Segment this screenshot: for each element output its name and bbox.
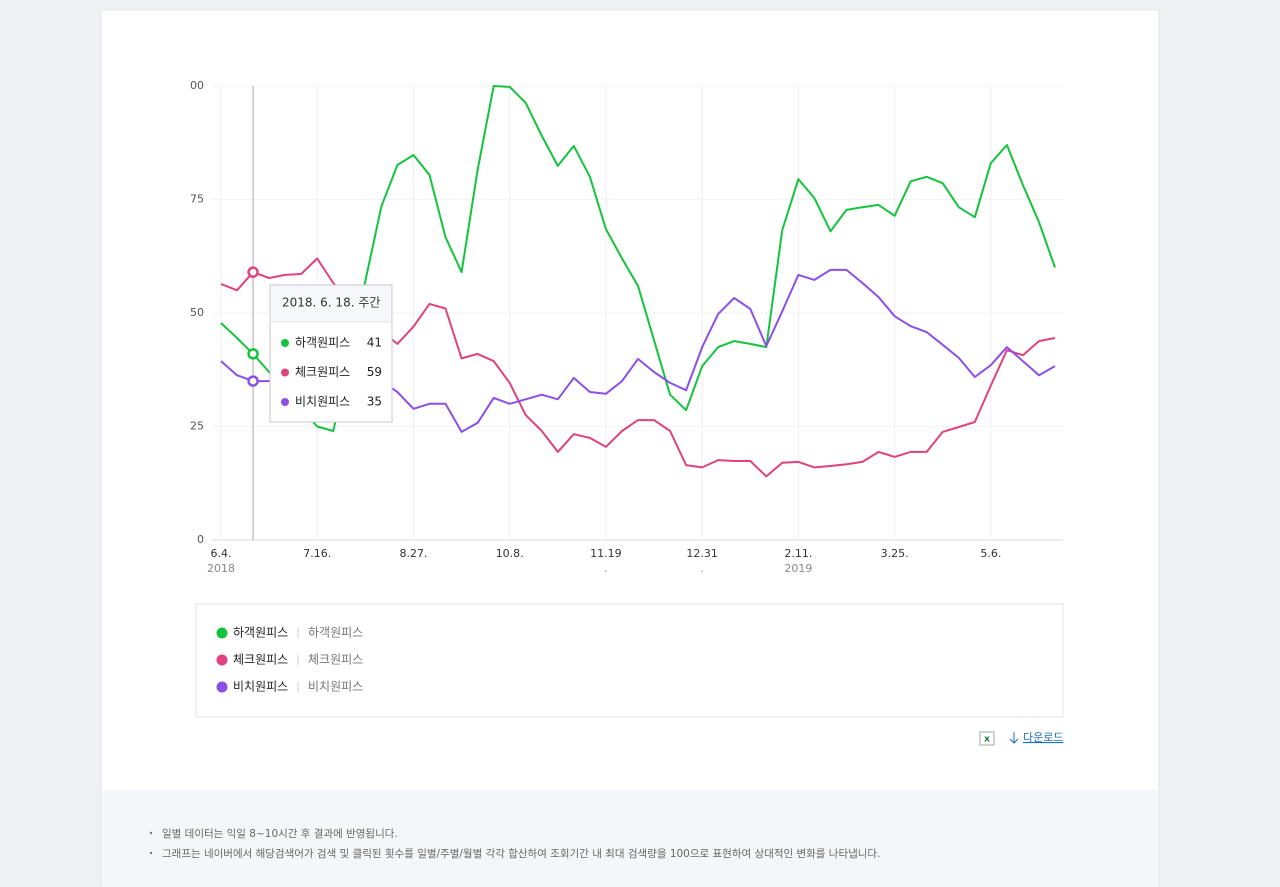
download-link[interactable]: 다운로드 xyxy=(1023,731,1063,744)
x-tick-label: 2.11. xyxy=(784,547,812,560)
x-tick-sublabel: 2018 xyxy=(207,562,235,575)
legend-name: 체크원피스 xyxy=(233,653,288,667)
y-tick-label: 25 xyxy=(190,420,204,433)
hover-marker xyxy=(247,375,259,387)
tooltip-title: 2018. 6. 18. 주간 xyxy=(282,296,380,310)
legend-dot xyxy=(216,654,228,666)
x-tick-label: 8.27. xyxy=(399,547,427,560)
hover-marker xyxy=(247,266,259,278)
legend-dot xyxy=(216,627,228,639)
y-tick-label: 0 xyxy=(197,533,204,546)
note: 그래프는 네이버에서 해당검색어가 검색 및 클릭된 횟수를 일별/주별/월별 … xyxy=(162,847,880,860)
x-tick-label: 3.25. xyxy=(881,547,909,560)
excel-icon-frame xyxy=(979,731,995,746)
hover-marker xyxy=(247,348,259,360)
legend-box xyxy=(195,603,1064,718)
tooltip-name: 체크원피스 xyxy=(295,365,350,379)
x-tick-label: 6.4. xyxy=(211,547,232,560)
tooltip-value: 59 xyxy=(367,365,382,379)
panel xyxy=(100,9,1160,887)
y-tick-label: 75 xyxy=(190,193,204,206)
tooltip-value: 35 xyxy=(367,395,382,409)
excel-icon[interactable]: x xyxy=(979,731,995,746)
tooltip-dot xyxy=(281,368,289,377)
excel-icon-glyph: x xyxy=(984,735,990,745)
x-tick-label: 11.19 xyxy=(590,547,622,560)
x-tick-sublabel: . xyxy=(604,562,608,575)
tooltip-name: 비치원피스 xyxy=(295,395,350,409)
y-tick-label: 50 xyxy=(190,306,204,319)
x-tick-label: 7.16. xyxy=(303,547,331,560)
x-tick-label: 10.8. xyxy=(496,547,524,560)
tooltip-header xyxy=(270,285,392,322)
legend-dot xyxy=(216,681,228,693)
download-arrow xyxy=(1009,732,1019,744)
legend-name: 하객원피스 xyxy=(233,626,288,640)
tooltip-name: 하객원피스 xyxy=(295,336,350,350)
x-tick-label: 12.31 xyxy=(686,547,718,560)
y-tick-label: 00 xyxy=(190,79,204,92)
legend-name: 비치원피스 xyxy=(233,680,288,694)
bullet xyxy=(149,831,153,835)
legend-keywords: 하객원피스 xyxy=(308,626,363,640)
tooltip-value: 41 xyxy=(367,336,382,350)
tooltip-dot xyxy=(281,398,289,406)
note: 일별 데이터는 익일 8~10시간 후 결과에 반영됩니다. xyxy=(162,827,398,840)
legend-keywords: 비치원피스 xyxy=(308,680,363,694)
x-tick-sublabel: . xyxy=(700,562,704,575)
legend-keywords: 체크원피스 xyxy=(308,653,363,667)
notes-area xyxy=(102,790,1158,887)
bullet xyxy=(149,851,153,855)
x-tick-sublabel: 2019 xyxy=(784,562,812,575)
tooltip-dot xyxy=(281,339,289,347)
x-tick-label: 5.6. xyxy=(980,547,1001,560)
